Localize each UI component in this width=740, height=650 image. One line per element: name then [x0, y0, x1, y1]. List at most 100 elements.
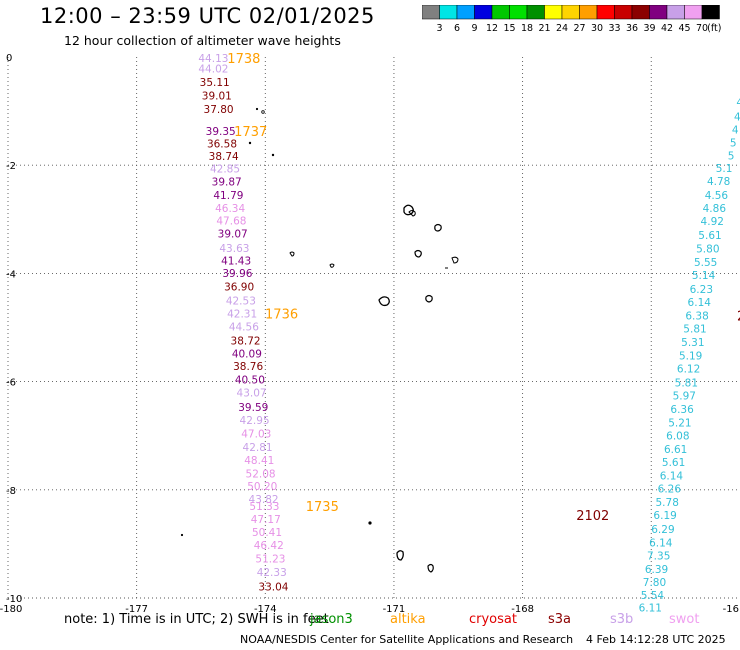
- colorbar-tick-label: 24: [556, 23, 568, 34]
- wave-height-label: 5.80: [696, 244, 719, 256]
- wave-height-label: 42.95: [240, 415, 270, 427]
- wave-height-label: 39.01: [202, 90, 232, 102]
- island: [425, 294, 433, 303]
- wave-height-label: 35.11: [200, 77, 230, 89]
- y-tick-label: -8: [6, 486, 16, 497]
- colorbar-tick-label: 36: [626, 23, 638, 34]
- pass-time-label: 2102: [576, 509, 609, 524]
- colorbar-tick-label: 12: [486, 23, 498, 34]
- y-tick-label: -10: [6, 594, 22, 605]
- wave-height-label: 44.02: [198, 63, 228, 75]
- colorbar-tick-label: 42: [661, 23, 673, 34]
- wave-height-label: 46.42: [254, 540, 284, 552]
- wave-height-label: 38.72: [231, 335, 261, 347]
- wave-height-label: 5.54: [641, 590, 665, 602]
- wave-height-colorbar: 3 6 9 12 15 18 21 24 27 30 33 36 39 42 45 70 (ft): [422, 5, 722, 34]
- island: [427, 563, 434, 573]
- satellite-name-s3a: s3a: [548, 612, 572, 627]
- satellite-name-cryosat: cryosat: [469, 612, 517, 627]
- wave-height-label: 4.56: [705, 190, 729, 202]
- wave-height-label: 46.34: [215, 203, 245, 215]
- wave-height-label: 5.61: [698, 230, 721, 242]
- wave-height-label: 52.08: [246, 469, 276, 481]
- island: [248, 141, 252, 145]
- island: [180, 533, 184, 537]
- map-grid: -180 -177 -174 -171 -168 -16 0 -2 -4 -6 -8 -10: [0, 53, 739, 615]
- satellite-legend: jason3 altika cryosat s3a s3b swot: [0, 612, 740, 630]
- island: [451, 256, 459, 264]
- colorbar-tick-label: 9: [471, 23, 477, 34]
- pass-time-label: 1735: [306, 500, 339, 515]
- wave-height-label: 42.33: [257, 567, 287, 579]
- pass-time-labels: 1738 1737 1736 1735 2 2102: [227, 52, 740, 524]
- island: [255, 107, 259, 111]
- wave-height-label: 5.19: [679, 351, 702, 363]
- wave-height-label: 51.23: [255, 554, 285, 566]
- colorbar-tick-label: 27: [573, 23, 585, 34]
- wave-height-label: 39.35: [206, 126, 236, 138]
- island: [403, 204, 414, 216]
- satellite-name-swot: swot: [669, 612, 700, 627]
- colorbar-tick-label: 70: [696, 23, 708, 34]
- wave-height-label: 5: [728, 150, 735, 162]
- wave-height-label: 43.07: [237, 387, 267, 399]
- wave-height-label: 5.78: [656, 497, 679, 509]
- colorbar-tick-label: 45: [678, 23, 690, 34]
- y-tick-label: -6: [6, 378, 16, 389]
- colorbar-tick-label: 18: [521, 23, 533, 34]
- wave-height-label: 47.03: [241, 429, 271, 441]
- wave-height-label: 47.17: [251, 514, 281, 526]
- wave-height-label: 38.74: [209, 151, 239, 163]
- wave-height-label: 6.12: [677, 364, 700, 376]
- x-tick-label: -168: [511, 604, 534, 615]
- island: [271, 153, 275, 157]
- wave-height-label: 39.96: [222, 268, 252, 280]
- wave-height-label: 48.41: [244, 455, 274, 467]
- colorbar-swatch: [701, 5, 720, 20]
- wave-height-label: 50.41: [252, 527, 282, 539]
- pass-time-label: 2: [737, 310, 740, 325]
- wave-height-label: 39.87: [212, 176, 242, 188]
- wave-height-label: 5: [730, 137, 737, 149]
- wave-height-label: 36.58: [207, 139, 237, 151]
- wave-height-label: 44.56: [229, 321, 259, 333]
- wave-height-label: 6.14: [688, 297, 712, 309]
- wave-height-label: 6.19: [653, 510, 676, 522]
- wave-height-label: 6.14: [649, 537, 673, 549]
- map-title: 12:00 – 23:59 UTC 02/01/2025: [40, 4, 375, 28]
- wave-height-label: 6.23: [690, 284, 713, 296]
- wave-height-label: 5.97: [673, 391, 696, 403]
- wave-height-label: 5.55: [694, 257, 717, 269]
- y-tick-label: -4: [6, 269, 16, 280]
- island: [434, 223, 442, 232]
- wave-height-label: 39.07: [218, 228, 248, 240]
- wave-height-label: 6.26: [658, 484, 682, 496]
- wave-height-label: 7.80: [643, 577, 666, 589]
- wave-height-label: 36.90: [224, 281, 254, 293]
- wave-height-label: 42.81: [243, 442, 273, 454]
- colorbar-tick-label: 3: [436, 23, 442, 34]
- wave-height-label: 5.61: [662, 457, 685, 469]
- colorbar-tick-label: 21: [538, 23, 550, 34]
- colorbar-tick-label: 15: [503, 23, 515, 34]
- island: [368, 521, 372, 525]
- wave-height-label: 5.1: [716, 163, 733, 175]
- footer-credit: NOAA/NESDIS Center for Satellite Applica…: [240, 633, 574, 646]
- wave-height-label: 44.13: [198, 53, 228, 65]
- wave-height-label: 5.81: [683, 324, 706, 336]
- colorbar-tick-label: 39: [643, 23, 655, 34]
- x-tick-label: -174: [254, 604, 277, 615]
- island: [329, 263, 335, 268]
- wave-height-label: 4: [732, 124, 739, 136]
- x-tick-label: -180: [0, 604, 22, 615]
- note-text: note: 1) Time is in UTC; 2) SWH is in fe…: [64, 612, 329, 627]
- wave-height-label: 6.11: [639, 603, 662, 615]
- wave-height-label: 41.79: [213, 190, 243, 202]
- wave-height-label: 42.53: [226, 295, 256, 307]
- wave-height-label: 4.78: [707, 176, 730, 188]
- wave-height-label: 43.82: [249, 494, 279, 506]
- wave-height-label: 6.29: [651, 524, 674, 536]
- pass-time-label: 1736: [265, 307, 298, 322]
- wave-height-label: 6.38: [685, 311, 708, 323]
- wave-height-label: 50.20: [247, 481, 277, 493]
